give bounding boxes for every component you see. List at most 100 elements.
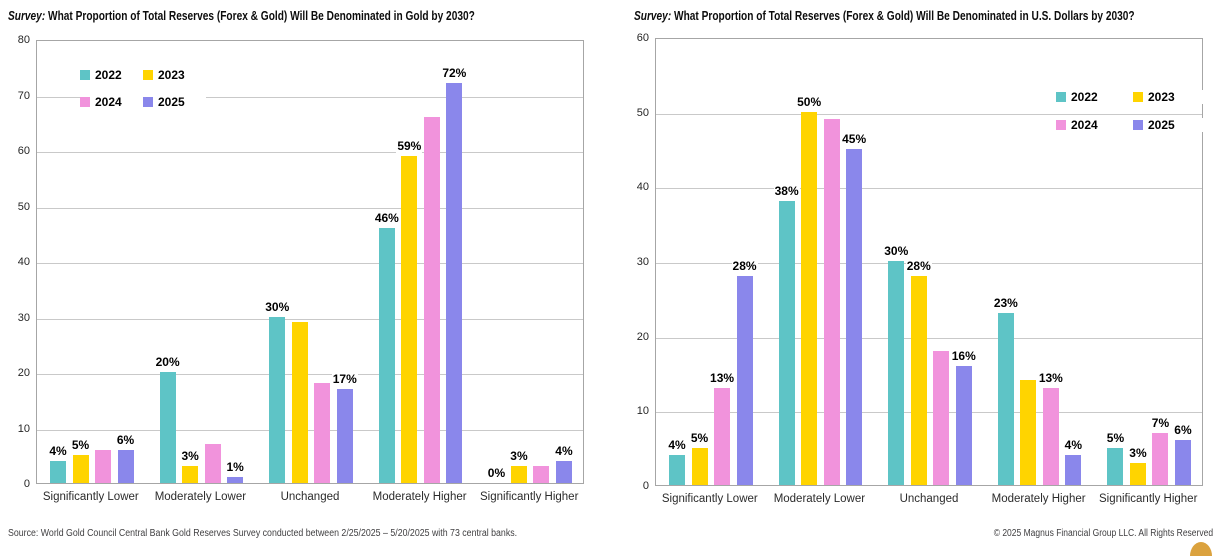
y-tick-label: 40 <box>636 181 649 194</box>
gridline <box>37 318 583 320</box>
legend-swatch-icon <box>80 97 90 107</box>
legend-item-2023: 2023 <box>1133 90 1210 104</box>
bar-2025-moderately-higher <box>446 83 463 483</box>
bar-value-label: 6% <box>115 432 136 447</box>
chart-title-rest: What Proportion of Total Reserves (Forex… <box>45 8 475 23</box>
y-tick-label: 80 <box>17 34 30 46</box>
legend-label: 2023 <box>1148 90 1175 104</box>
y-tick-label: 10 <box>17 422 30 435</box>
bar-2022-unchanged <box>269 316 286 483</box>
bar-value-label: 20% <box>154 355 181 369</box>
legend-swatch-icon <box>1056 120 1066 130</box>
y-tick-label: 30 <box>636 256 649 268</box>
bar-2022-moderately-higher <box>997 313 1014 485</box>
bar-2022-moderately-lower <box>159 372 176 483</box>
bar-2023-unchanged <box>910 275 927 485</box>
bar-value-label: 13% <box>1037 370 1064 385</box>
legend-label: 2024 <box>1071 118 1098 132</box>
usd-reserves-chart: Survey: What Proportion of Total Reserve… <box>616 0 1232 547</box>
bar-value-label: 0% <box>486 466 507 480</box>
bar-value-label: 59% <box>396 138 423 153</box>
x-category-label: Moderately Lower <box>773 493 866 505</box>
y-tick-label: 50 <box>636 106 649 119</box>
y-tick-label: 0 <box>642 480 649 492</box>
bar-value-label: 1% <box>225 460 245 475</box>
legend-row: 2022 2023 <box>1056 90 1210 104</box>
bar-value-label: 28% <box>905 258 932 273</box>
y-tick-label: 20 <box>17 367 30 379</box>
bar-2023-significantly-higher <box>510 466 527 483</box>
bar-2024-significantly-higher <box>1152 432 1169 485</box>
y-tick-label: 30 <box>17 311 30 324</box>
gridline <box>656 337 1202 339</box>
chart-title: Survey: What Proportion of Total Reserve… <box>634 8 1135 23</box>
bar-2022-significantly-lower <box>50 460 67 483</box>
x-category-label: Significantly Lower <box>42 491 139 503</box>
legend-label: 2024 <box>95 95 122 109</box>
x-category-label: Unchanged <box>899 493 959 505</box>
bar-value-label: 3% <box>1128 445 1148 460</box>
gridline <box>37 152 583 153</box>
bar-value-label: 30% <box>264 299 291 314</box>
legend: 2022 2023 2024 2025 <box>80 68 206 122</box>
source-note: Source: World Gold Council Central Bank … <box>8 528 518 539</box>
bar-2023-moderately-lower <box>182 466 199 483</box>
legend-swatch-icon <box>1133 120 1143 130</box>
gridline <box>656 113 1202 115</box>
x-category-label: Significantly Higher <box>479 491 579 503</box>
gridline <box>37 429 583 431</box>
bar-2024-significantly-higher <box>533 466 550 483</box>
bar-value-label: 38% <box>773 184 800 199</box>
bar-2025-unchanged <box>336 388 353 483</box>
bar-2022-unchanged <box>888 261 905 485</box>
bar-2024-significantly-lower <box>714 387 731 485</box>
gridline <box>656 188 1202 190</box>
x-category-label: Significantly Lower <box>661 493 758 505</box>
y-tick-label: 20 <box>636 330 649 343</box>
bar-2024-significantly-lower <box>95 449 112 483</box>
legend-swatch-icon <box>1133 92 1143 102</box>
gold-reserves-chart: Survey: What Proportion of Total Reserve… <box>0 0 616 547</box>
y-tick-label: 50 <box>17 200 30 213</box>
chart-title: Survey: What Proportion of Total Reserve… <box>8 8 475 23</box>
bar-value-label: 6% <box>1173 423 1193 438</box>
bar-2024-unchanged <box>933 350 950 485</box>
bar-2023-significantly-lower <box>691 447 708 485</box>
bar-2023-significantly-lower <box>72 455 89 483</box>
bar-value-label: 3% <box>509 449 529 464</box>
bar-value-label: 30% <box>883 244 910 258</box>
gridline <box>37 374 583 375</box>
bar-value-label: 23% <box>992 296 1019 311</box>
legend-item-2022: 2022 <box>80 68 143 82</box>
bar-value-label: 50% <box>796 94 823 109</box>
gridline <box>37 263 583 264</box>
x-category-label: Significantly Higher <box>1098 493 1198 505</box>
bar-value-label: 17% <box>331 371 358 386</box>
bar-2024-moderately-higher <box>1042 387 1059 485</box>
legend-swatch-icon <box>80 70 90 80</box>
legend-item-2022: 2022 <box>1056 90 1133 104</box>
legend-swatch-icon <box>143 97 153 107</box>
bar-2022-significantly-higher <box>1107 447 1124 485</box>
legend-item-2025: 2025 <box>1133 118 1210 132</box>
x-category-label: Moderately Lower <box>154 491 247 503</box>
legend-item-2023: 2023 <box>143 68 206 82</box>
bar-value-label: 5% <box>70 438 91 453</box>
bar-value-label: 7% <box>1150 415 1171 430</box>
x-category-label: Moderately Higher <box>372 491 467 503</box>
bar-2022-moderately-lower <box>778 201 795 485</box>
legend-item-2024: 2024 <box>1056 118 1133 132</box>
y-tick-label: 60 <box>17 145 30 157</box>
bar-2025-significantly-lower <box>736 275 753 485</box>
bar-value-label: 4% <box>554 443 574 458</box>
plot-area: 4% 5% 13% 28% 38% 50% 45% 30% 28% 16% 23% 13% 4% 5% 3%… <box>655 38 1203 486</box>
bar-2025-moderately-lower <box>846 149 863 485</box>
gridline <box>656 412 1202 414</box>
bar-value-label: 4% <box>48 443 68 458</box>
bar-2022-significantly-lower <box>669 455 686 485</box>
legend-swatch-icon <box>143 70 153 80</box>
legend-label: 2022 <box>1071 90 1098 104</box>
x-category-label: Unchanged <box>280 491 340 503</box>
bar-2023-moderately-lower <box>801 111 818 485</box>
legend-label: 2025 <box>1148 118 1175 132</box>
